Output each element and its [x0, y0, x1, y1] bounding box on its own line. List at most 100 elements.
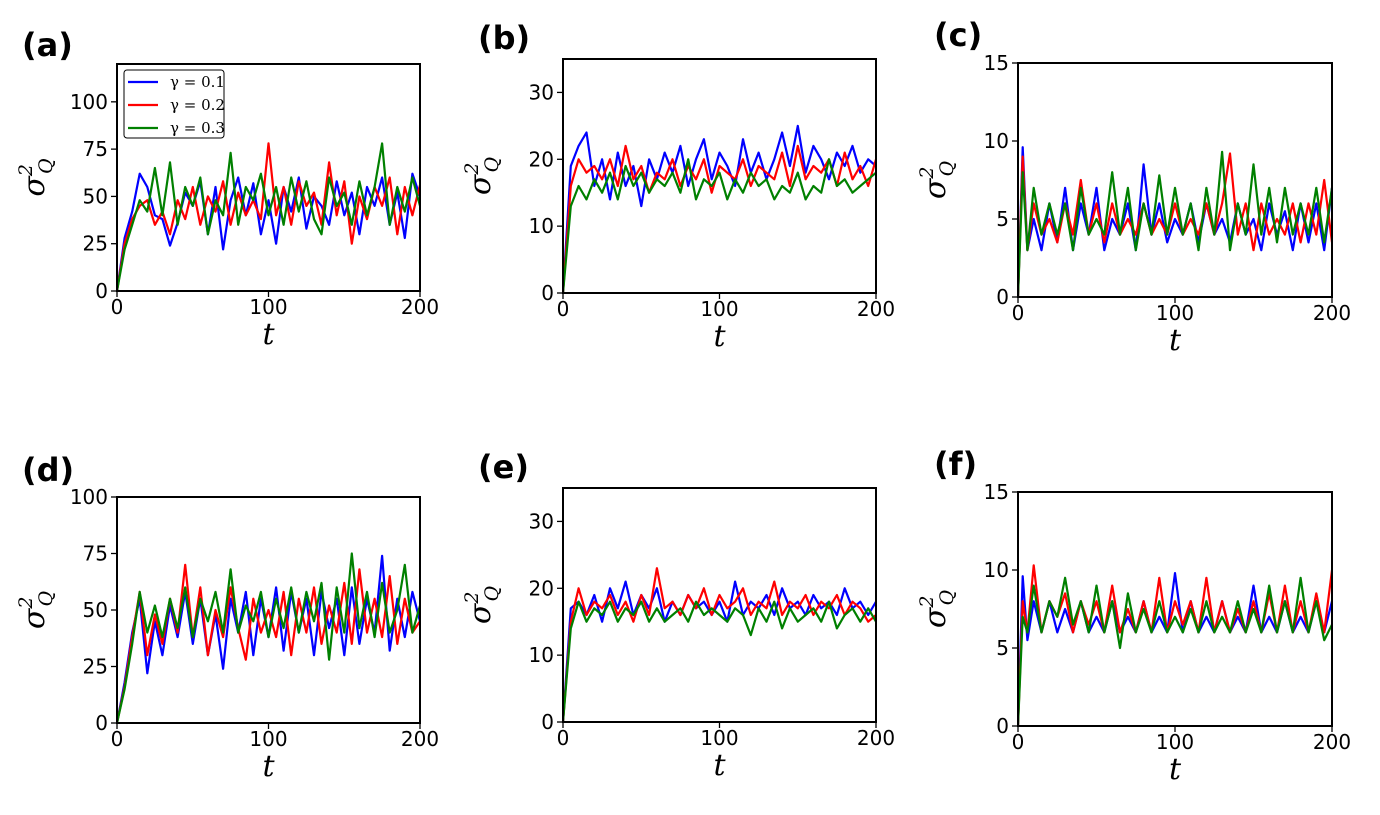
y-label-sup: 2 — [15, 597, 37, 610]
y-tick-label: 0 — [996, 714, 1009, 738]
y-label-base: σ — [463, 602, 498, 624]
y-axis-label: σ2Q — [916, 161, 958, 199]
x-axis-label: t — [713, 319, 726, 354]
legend: γ = 0.1 γ = 0.2 γ = 0.3 — [123, 69, 225, 139]
series-group — [563, 124, 876, 293]
y-tick-label: 30 — [529, 509, 554, 533]
x-tick-label: 100 — [700, 297, 738, 321]
x-tick-label: 100 — [249, 727, 287, 751]
x-tick-label: 0 — [1012, 730, 1025, 754]
series-group — [1018, 146, 1332, 297]
y-label-sub: Q — [936, 161, 958, 177]
y-tick-label: 75 — [83, 542, 108, 566]
x-axis-label: t — [1169, 752, 1182, 787]
y-label-sub: Q — [35, 591, 57, 607]
x-tick-label: 200 — [857, 726, 895, 750]
y-axis-label: σ2Q — [461, 586, 503, 624]
y-tick-label: 0 — [541, 281, 554, 305]
y-axis-label: σ2Q — [461, 157, 503, 195]
series-line-3 — [117, 142, 420, 291]
series-line-2 — [563, 144, 876, 293]
series-line-2 — [563, 567, 876, 722]
series-line-1 — [563, 580, 876, 722]
series-line-3 — [117, 552, 420, 723]
x-axis-label: t — [713, 748, 726, 783]
x-tick-label: 100 — [700, 726, 738, 750]
y-tick-label: 10 — [984, 558, 1009, 582]
y-tick-label: 100 — [70, 90, 108, 114]
legend-entry: γ = 0.3 — [170, 119, 225, 137]
y-label-sup: 2 — [916, 167, 938, 180]
y-label-sub: Q — [481, 157, 503, 173]
y-label-sup: 2 — [15, 164, 37, 177]
y-tick-label: 25 — [83, 232, 108, 256]
series-group — [563, 567, 876, 722]
y-axis-label: σ2Q — [916, 590, 958, 628]
series-line-1 — [1018, 146, 1332, 297]
y-tick-label: 15 — [984, 480, 1009, 504]
series-line-3 — [563, 158, 876, 293]
y-tick-label: 75 — [83, 137, 108, 161]
y-axis-label: σ2Q — [15, 591, 57, 629]
x-tick-label: 0 — [111, 727, 124, 751]
y-label-base: σ — [17, 607, 52, 629]
y-tick-label: 15 — [984, 51, 1009, 75]
y-tick-label: 5 — [996, 207, 1009, 231]
x-tick-label: 100 — [1156, 301, 1194, 325]
y-tick-label: 0 — [95, 711, 108, 735]
y-tick-label: 50 — [83, 598, 108, 622]
x-tick-label: 0 — [557, 726, 570, 750]
x-tick-label: 200 — [857, 297, 895, 321]
y-label-sup: 2 — [461, 592, 483, 605]
panel-label: (b) — [478, 19, 530, 57]
y-label-base: σ — [17, 175, 52, 197]
y-label-base: σ — [463, 173, 498, 195]
y-tick-label: 50 — [83, 184, 108, 208]
y-label-sup: 2 — [916, 596, 938, 609]
x-tick-label: 200 — [1313, 730, 1351, 754]
panel-f: (f) 0 100 200 0 5 10 15 t σ2Q — [916, 445, 1351, 787]
plot-frame — [1017, 62, 1333, 298]
y-axis-label: σ2Q — [15, 158, 57, 196]
y-tick-label: 5 — [996, 636, 1009, 660]
y-tick-label: 25 — [83, 655, 108, 679]
series-line-2 — [117, 142, 420, 291]
legend-entry: γ = 0.2 — [170, 96, 225, 114]
x-tick-label: 100 — [1156, 730, 1194, 754]
y-tick-label: 0 — [541, 710, 554, 734]
y-tick-label: 10 — [984, 129, 1009, 153]
legend-entry: γ = 0.1 — [170, 73, 225, 91]
y-tick-label: 20 — [529, 576, 554, 600]
series-line-2 — [117, 563, 420, 723]
x-axis-label: t — [1169, 323, 1182, 358]
panel-label: (d) — [22, 451, 74, 489]
panel-e: (e) 0 100 200 0 10 20 30 t σ2Q — [461, 448, 895, 783]
y-label-sup: 2 — [461, 163, 483, 176]
panel-label: (c) — [934, 16, 982, 54]
y-label-sub: Q — [936, 590, 958, 606]
y-tick-label: 30 — [529, 80, 554, 104]
series-line-3 — [563, 600, 876, 722]
series-line-2 — [1018, 152, 1332, 297]
y-label-sub: Q — [481, 586, 503, 602]
x-tick-label: 0 — [111, 295, 124, 319]
series-line-2 — [1018, 564, 1332, 726]
series-group — [117, 552, 420, 723]
series-line-1 — [563, 124, 876, 293]
y-tick-label: 10 — [529, 214, 554, 238]
y-label-sub: Q — [35, 158, 57, 174]
panel-label: (e) — [478, 448, 529, 486]
y-tick-label: 100 — [70, 485, 108, 509]
x-axis-label: t — [262, 749, 275, 784]
y-tick-label: 20 — [529, 147, 554, 171]
panel-label: (a) — [22, 26, 73, 64]
series-line-1 — [117, 172, 420, 291]
x-tick-label: 200 — [401, 295, 439, 319]
x-tick-label: 0 — [557, 297, 570, 321]
y-label-base: σ — [918, 177, 953, 199]
series-line-3 — [1018, 576, 1332, 726]
